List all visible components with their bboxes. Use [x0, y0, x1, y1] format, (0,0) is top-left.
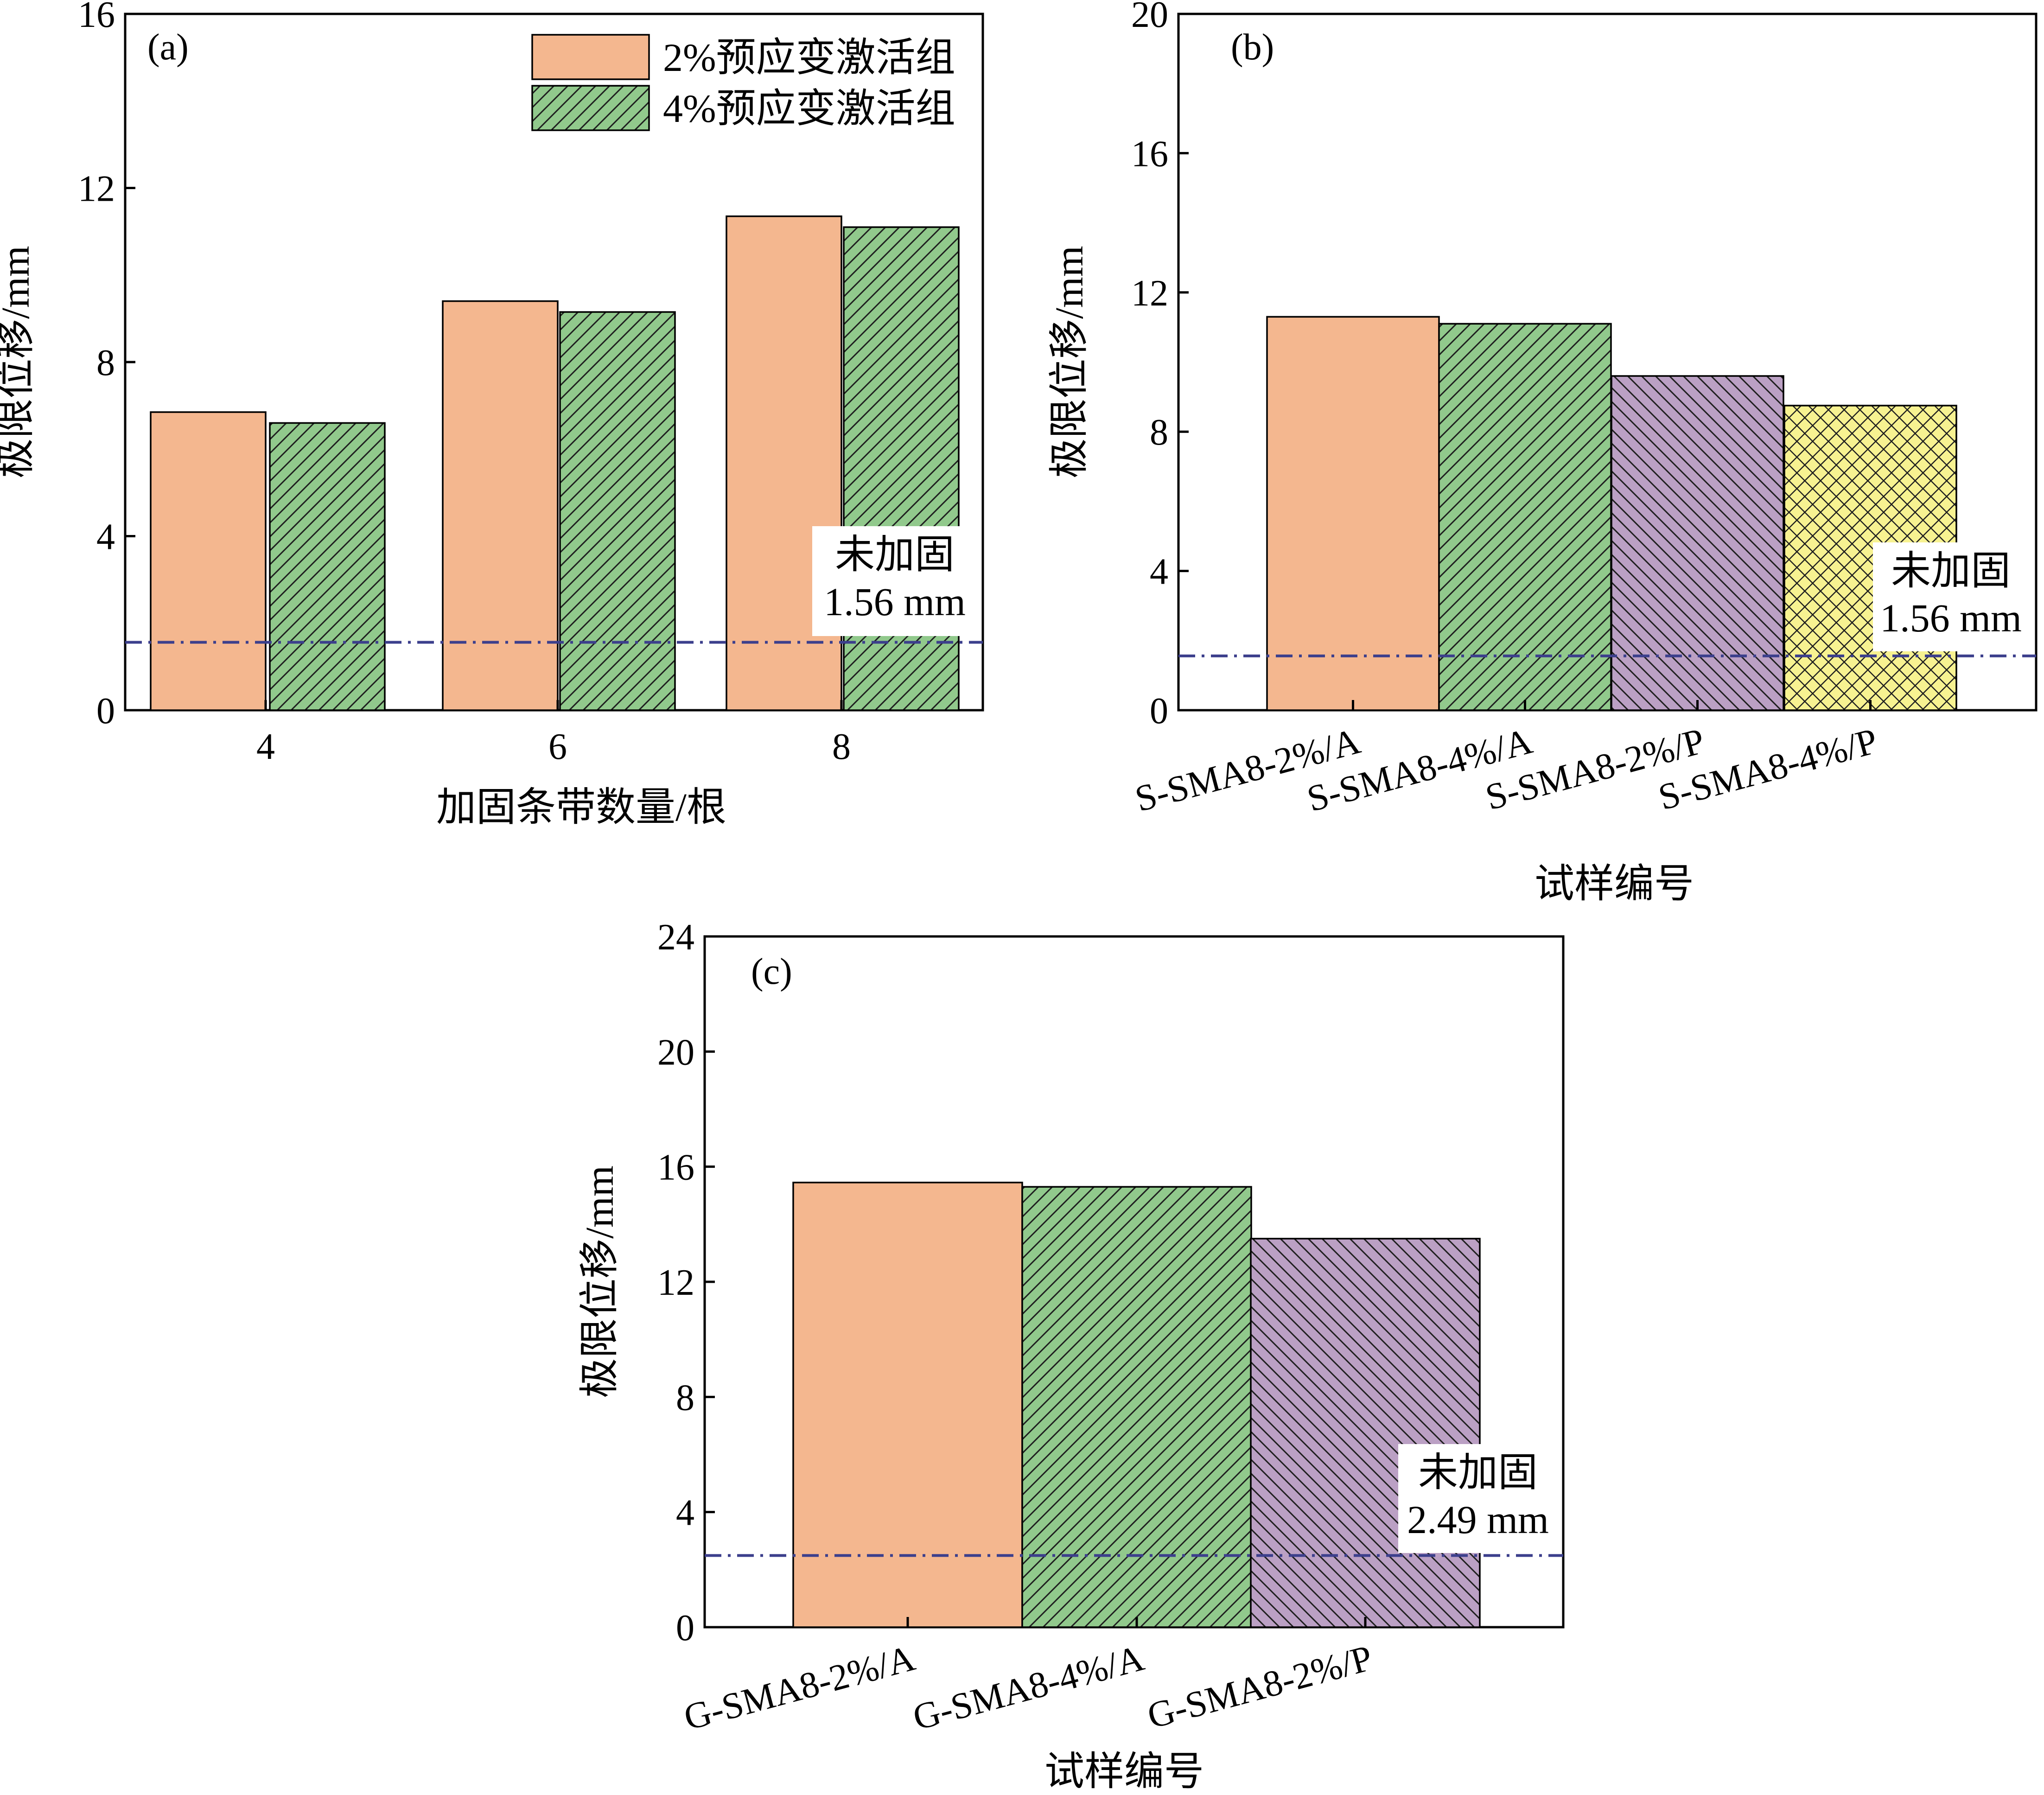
legend-swatch: [531, 85, 650, 131]
bar-fill: [1267, 317, 1439, 710]
x-tick-label: 8: [832, 726, 851, 767]
y-axis-title: 极限位移/mm: [1047, 246, 1091, 478]
y-tick-label: 8: [676, 1377, 694, 1418]
y-tick-label: 16: [1131, 134, 1168, 174]
y-tick-label: 4: [96, 517, 115, 558]
x-tick-label: 6: [548, 726, 567, 767]
annotation-label: 未加固: [1418, 1450, 1538, 1495]
annotation-label: 未加固: [835, 532, 955, 577]
bar: [1438, 323, 1612, 711]
legend-label: 4%预应变激活组: [663, 86, 955, 131]
x-tick-label: G-SMA8-2%/P: [1143, 1637, 1377, 1737]
annotation-value: 2.49 mm: [1407, 1497, 1549, 1542]
y-tick-label: 16: [78, 0, 115, 35]
bar: [1021, 1186, 1252, 1628]
y-tick-label: 8: [96, 343, 115, 383]
bar: [442, 300, 559, 711]
y-tick-label: 12: [1131, 273, 1168, 314]
panel-label: (b): [1231, 27, 1274, 68]
annotation-label: 未加固: [1891, 548, 2011, 593]
y-tick-label: 8: [1150, 412, 1168, 453]
bar: [559, 311, 676, 711]
y-tick-label: 24: [657, 917, 694, 958]
legend-swatch-fill: [532, 35, 649, 79]
legend-swatch: [531, 34, 650, 80]
x-axis-title: 试样编号: [1535, 861, 1694, 906]
bar-fill: [443, 301, 558, 710]
x-axis-title: 试样编号: [1044, 1749, 1204, 1794]
annotation-background: [1398, 1444, 1558, 1553]
y-tick-label: 20: [657, 1032, 694, 1073]
x-axis-title: 加固条带数量/根: [436, 785, 726, 829]
panel-c-chart: 0 4 8 12 16 20 24 G-SMA8-2%/AG-SMA8-4%/AG-SMA8-…: [577, 917, 1565, 1794]
y-tick-label: 20: [1131, 0, 1168, 35]
x-tick-label: G-SMA8-2%/A: [680, 1637, 919, 1738]
annotation-value: 1.56 mm: [1880, 596, 2022, 640]
bar-fill: [151, 412, 266, 710]
y-tick-label: 4: [676, 1493, 694, 1534]
y-axis-title: 极限位移/mm: [0, 246, 38, 478]
y-tick-label: 12: [78, 169, 115, 210]
y-tick-label: 0: [676, 1608, 694, 1649]
x-tick-label: 4: [256, 726, 275, 767]
bar: [1250, 1238, 1481, 1628]
panel-label: (c): [751, 951, 792, 992]
panel-b-chart: 048121620S-SMA8-2%/AS-SMA8-4%/AS-SMA8-2%…: [1047, 0, 2038, 906]
y-tick-label: 16: [657, 1147, 694, 1188]
annotation-background: [1873, 542, 2029, 651]
bar-fill: [793, 1182, 1022, 1627]
bar: [843, 226, 960, 711]
annotation-value: 1.56 mm: [824, 579, 966, 624]
y-tick-label: 4: [1150, 552, 1168, 592]
legend-label: 2%预应变激活组: [663, 35, 955, 80]
bar: [726, 215, 842, 711]
y-tick-label: 0: [1150, 691, 1168, 732]
panel-label: (a): [147, 27, 189, 68]
bar: [1611, 375, 1784, 711]
annotation-background: [812, 526, 977, 636]
bar: [269, 422, 386, 711]
bar: [150, 411, 267, 711]
x-tick-label: G-SMA8-4%/A: [909, 1637, 1148, 1738]
y-axis-title: 极限位移/mm: [577, 1165, 622, 1398]
y-tick-label: 0: [96, 691, 115, 732]
bar-fill: [726, 216, 841, 710]
y-tick-label: 12: [657, 1262, 694, 1303]
